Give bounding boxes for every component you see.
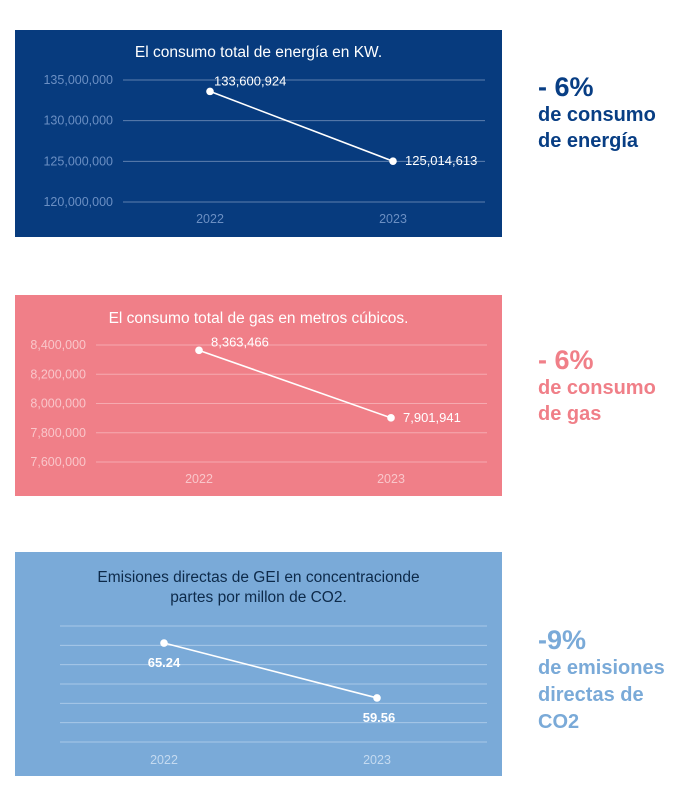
y-tick-label: 135,000,000 (43, 73, 113, 87)
data-label: 125,014,613 (405, 153, 477, 168)
energy-chart-card: El consumo total de energía en KW. 135,00… (15, 30, 502, 237)
energy-stat: - 6% de consumo de energía (538, 72, 656, 154)
data-label: 7,901,941 (403, 410, 461, 425)
y-tick-label: 8,200,000 (30, 367, 86, 381)
data-label: 8,363,466 (211, 334, 269, 349)
gas-line-chart: El consumo total de gas en metros cúbico… (15, 295, 502, 496)
energy-line-chart: El consumo total de energía en KW. 135,00… (15, 30, 502, 237)
data-point (387, 414, 395, 422)
data-point (373, 694, 381, 702)
emissions-chart-card: Emisiones directas de GEI en concentraci… (15, 552, 502, 776)
chart-title-line: Emisiones directas de GEI en concentraci… (97, 569, 419, 586)
energy-stat-caption: de consumo de energía (538, 104, 656, 152)
energy-stat-percent: - 6% (538, 72, 594, 102)
y-tick-label: 8,400,000 (30, 338, 86, 352)
x-tick-label: 2023 (363, 753, 391, 767)
emissions-stat-caption: de emisiones directas de CO2 (538, 657, 665, 733)
y-tick-label: 120,000,000 (43, 195, 113, 209)
data-point (195, 346, 203, 355)
data-label: 65.24 (148, 655, 181, 670)
x-tick-label: 2023 (379, 212, 407, 226)
x-tick-label: 2022 (185, 472, 213, 486)
x-tick-label: 2022 (150, 753, 178, 767)
chart-title-line: El consumo total de gas en metros cúbico… (109, 310, 409, 327)
y-tick-label: 7,600,000 (30, 455, 86, 469)
chart-title-line: El consumo total de energía en KW. (135, 44, 382, 61)
series-line (209, 90, 394, 162)
gas-stat-caption: de consumo de gas (538, 377, 656, 425)
data-point (206, 87, 214, 96)
data-label: 133,600,924 (214, 73, 286, 88)
emissions-line-chart: Emisiones directas de GEI en concentraci… (15, 552, 502, 776)
x-tick-label: 2023 (377, 472, 405, 486)
data-label: 59.56 (363, 710, 396, 725)
data-point (160, 639, 168, 647)
y-tick-label: 125,000,000 (43, 154, 113, 168)
gas-stat-percent: - 6% (538, 345, 594, 375)
y-tick-label: 8,000,000 (30, 397, 86, 411)
y-tick-label: 130,000,000 (43, 114, 113, 128)
y-tick-label: 7,800,000 (30, 426, 86, 440)
emissions-stat-percent: -9% (538, 625, 587, 655)
chart-title-line: partes por millon de CO2. (170, 589, 347, 606)
series-line (163, 642, 378, 699)
x-tick-label: 2022 (196, 212, 224, 226)
series-line (198, 349, 392, 419)
gas-chart-card: El consumo total de gas en metros cúbico… (15, 295, 502, 496)
gas-stat: - 6% de consumo de gas (538, 345, 656, 427)
data-point (389, 157, 397, 166)
chart-background (15, 552, 502, 776)
emissions-stat: -9% de emisiones directas de CO2 (538, 625, 665, 736)
